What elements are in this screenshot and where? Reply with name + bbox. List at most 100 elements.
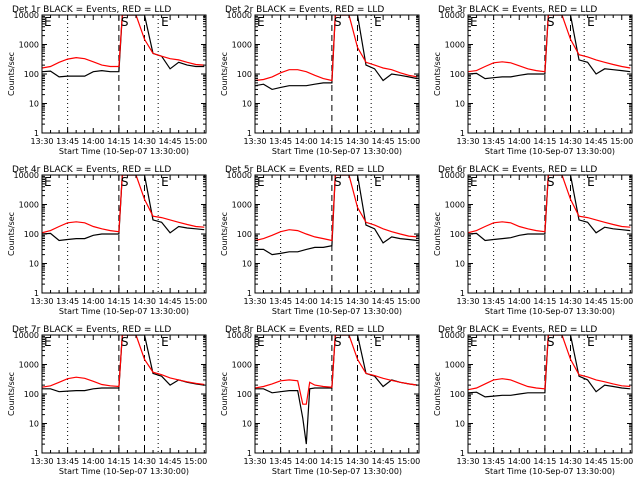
y-tick-label: 100 (450, 390, 465, 399)
marker-e: E (374, 335, 382, 349)
series-events-line (255, 15, 418, 91)
marker-e-left: E (470, 15, 478, 29)
y-tick-label: 10000 (227, 11, 252, 20)
y-tick-label: 1000 (19, 41, 39, 50)
x-tick-label: 13:30 (30, 457, 53, 466)
x-tick-label: 14:15 (107, 297, 130, 306)
y-tick-label: 10 (242, 100, 252, 109)
series-lld-line (42, 175, 205, 234)
x-tick-label: 13:30 (243, 297, 266, 306)
panel-title: Det 7r BLACK = Events, RED = LLD (12, 325, 171, 335)
plot-frame (467, 334, 633, 454)
x-tick-label: 13:30 (30, 137, 53, 146)
y-axis-label: Counts/sec (7, 372, 16, 416)
x-tick-label: 15:00 (184, 137, 207, 146)
marker-e: E (587, 335, 595, 349)
x-tick-label: 14:30 (559, 457, 582, 466)
series-events-line (255, 175, 418, 256)
y-tick-label: 1 (247, 449, 252, 458)
series-lld-line (468, 175, 631, 234)
panel-title: Det 5r BLACK = Events, RED = LLD (225, 165, 384, 175)
marker-e: E (374, 175, 382, 189)
y-axis-label: Counts/sec (7, 52, 16, 96)
x-tick-label: 14:15 (320, 457, 343, 466)
y-tick-label: 10000 (440, 11, 465, 20)
plot-area (255, 335, 418, 445)
x-tick-label: 14:00 (295, 457, 318, 466)
marker-s: S (121, 175, 129, 189)
x-tick-label: 14:00 (82, 137, 105, 146)
marker-e: E (161, 335, 169, 349)
x-axis-label: Start Time (10-Sep-07 13:30:00) (59, 147, 189, 156)
x-tick-label: 14:00 (508, 297, 531, 306)
series-events-line (255, 335, 418, 445)
series-lld-line (255, 15, 418, 82)
y-tick-label: 1 (34, 449, 39, 458)
x-axis-label: Start Time (10-Sep-07 13:30:00) (485, 467, 615, 476)
y-tick-label: 1000 (232, 201, 252, 210)
plot-frame (254, 174, 420, 294)
y-tick-label: 1000 (445, 201, 465, 210)
x-tick-label: 13:30 (456, 457, 479, 466)
y-tick-label: 100 (450, 230, 465, 239)
y-tick-label: 100 (24, 390, 39, 399)
x-tick-label: 15:00 (397, 137, 420, 146)
x-tick-label: 13:30 (456, 137, 479, 146)
series-lld-line (42, 15, 205, 69)
x-tick-label: 14:45 (372, 297, 395, 306)
x-tick-label: 14:45 (585, 457, 608, 466)
y-tick-label: 1000 (19, 201, 39, 210)
y-axis-label: Counts/sec (433, 372, 442, 416)
panel-title: Det 8r BLACK = Events, RED = LLD (225, 325, 384, 335)
x-tick-label: 13:30 (243, 457, 266, 466)
plot-area (468, 15, 631, 80)
x-tick-label: 13:45 (56, 137, 79, 146)
y-tick-label: 10 (29, 420, 39, 429)
marker-e: E (161, 175, 169, 189)
y-axis-label: Counts/sec (433, 52, 442, 96)
y-tick-label: 100 (237, 390, 252, 399)
marker-e-left: E (44, 335, 52, 349)
x-tick-label: 14:30 (133, 297, 156, 306)
y-tick-label: 1000 (19, 361, 39, 370)
x-axis-label: Start Time (10-Sep-07 13:30:00) (272, 467, 402, 476)
x-tick-label: 14:15 (107, 137, 130, 146)
y-tick-label: 100 (450, 70, 465, 79)
marker-e-left: E (470, 175, 478, 189)
x-tick-label: 15:00 (610, 457, 633, 466)
y-tick-label: 10 (455, 100, 465, 109)
x-tick-label: 13:45 (482, 137, 505, 146)
x-tick-label: 13:45 (269, 457, 292, 466)
plot-area (42, 15, 205, 78)
x-tick-label: 14:30 (346, 297, 369, 306)
series-events-line (468, 335, 631, 398)
series-lld-line (468, 335, 631, 391)
y-tick-label: 100 (24, 230, 39, 239)
plot-frame (254, 334, 420, 454)
x-tick-label: 13:30 (243, 137, 266, 146)
series-events-line (42, 15, 205, 78)
y-axis-label: Counts/sec (220, 372, 229, 416)
x-tick-label: 13:45 (56, 297, 79, 306)
y-tick-label: 10000 (227, 331, 252, 340)
y-tick-label: 10000 (14, 11, 39, 20)
x-tick-label: 14:00 (82, 297, 105, 306)
marker-s: S (334, 15, 342, 29)
x-tick-label: 15:00 (397, 457, 420, 466)
panel-title: Det 1r BLACK = Events, RED = LLD (12, 5, 171, 15)
x-tick-label: 14:30 (559, 137, 582, 146)
x-tick-label: 14:45 (585, 297, 608, 306)
series-events-line (42, 175, 205, 242)
y-tick-label: 10000 (14, 331, 39, 340)
x-tick-label: 14:45 (159, 297, 182, 306)
series-events-line (468, 15, 631, 80)
x-tick-label: 15:00 (610, 297, 633, 306)
y-tick-label: 10000 (440, 171, 465, 180)
x-tick-label: 13:45 (56, 457, 79, 466)
y-tick-label: 1 (34, 289, 39, 298)
marker-e-left: E (470, 335, 478, 349)
